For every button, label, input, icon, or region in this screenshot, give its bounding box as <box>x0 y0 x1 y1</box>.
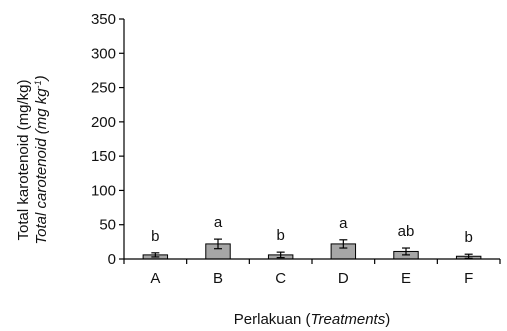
significance-label-A: b <box>151 228 159 245</box>
x-category-label-F: F <box>464 270 473 287</box>
y-tick-label: 150 <box>91 148 116 165</box>
y-axis-ticks: 0 50 100 150 200 250 300 350 <box>91 11 124 268</box>
y-tick-label: 300 <box>91 45 116 62</box>
y-tick-label: 200 <box>91 114 116 131</box>
x-axis-ticks: A B C D E F <box>123 259 501 287</box>
x-category-label-B: B <box>213 270 223 287</box>
x-category-label-A: A <box>150 270 160 287</box>
x-category-label-D: D <box>338 270 349 287</box>
y-tick-label: 50 <box>99 217 116 234</box>
x-category-label-C: C <box>275 270 286 287</box>
y-axis-title-line2-close: ) <box>33 75 50 82</box>
bars-group <box>142 238 482 260</box>
y-axis-title-line2-sup: -1 <box>33 80 43 88</box>
x-category-label-E: E <box>401 270 411 287</box>
y-tick-label: 0 <box>108 251 116 268</box>
significance-label-D: a <box>339 215 348 232</box>
y-axis-title: Total karotenoid (mg/kg) Total carotenoi… <box>15 75 50 244</box>
y-axis-title-line2: Total carotenoid (mg kg-1) <box>33 75 50 244</box>
x-axis-title-italic: Treatments <box>310 311 385 328</box>
x-axis-title-close: ) <box>385 311 390 328</box>
significance-label-B: a <box>214 214 223 231</box>
x-axis-title-main: Perlakuan ( <box>234 311 311 328</box>
significance-label-C: b <box>276 227 284 244</box>
x-axis-title: Perlakuan (Treatments) <box>234 311 390 328</box>
y-axis-title-line2-text: Total carotenoid (mg kg <box>33 88 50 245</box>
significance-label-E: ab <box>398 223 415 240</box>
y-axis-title-line1: Total karotenoid (mg/kg) <box>15 80 32 241</box>
y-tick-label: 100 <box>91 182 116 199</box>
significance-label-F: b <box>464 229 472 246</box>
y-tick-label: 250 <box>91 80 116 97</box>
y-tick-label: 350 <box>91 11 116 28</box>
